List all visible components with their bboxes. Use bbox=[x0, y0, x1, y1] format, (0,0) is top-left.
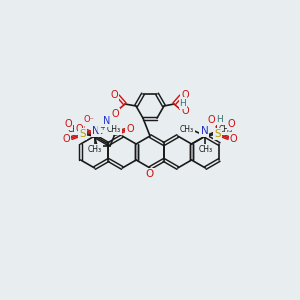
Text: CH₃: CH₃ bbox=[198, 146, 212, 154]
Text: O: O bbox=[146, 169, 154, 179]
Text: O: O bbox=[75, 124, 83, 134]
Text: CH₃: CH₃ bbox=[88, 146, 102, 154]
Text: CH₃: CH₃ bbox=[106, 124, 121, 134]
Text: O: O bbox=[126, 124, 134, 134]
Text: CH₃: CH₃ bbox=[68, 124, 82, 134]
Text: N: N bbox=[92, 126, 99, 136]
Text: O: O bbox=[208, 115, 215, 125]
Text: N: N bbox=[201, 126, 208, 136]
Text: CH₃: CH₃ bbox=[179, 124, 194, 134]
Text: +: + bbox=[99, 122, 106, 131]
Text: O: O bbox=[110, 90, 118, 100]
Text: S: S bbox=[214, 129, 221, 139]
Text: O: O bbox=[230, 134, 237, 144]
Text: O: O bbox=[64, 119, 72, 129]
Text: H: H bbox=[180, 98, 186, 107]
Text: O: O bbox=[181, 90, 189, 100]
Text: O: O bbox=[228, 119, 236, 129]
Text: H: H bbox=[216, 115, 223, 124]
Text: O: O bbox=[181, 106, 189, 116]
Text: S: S bbox=[79, 129, 86, 139]
Text: N: N bbox=[103, 116, 111, 126]
Text: O: O bbox=[63, 134, 70, 144]
Text: O: O bbox=[111, 109, 119, 119]
Text: CH₃: CH₃ bbox=[218, 124, 233, 134]
Text: O⁻: O⁻ bbox=[84, 116, 95, 124]
